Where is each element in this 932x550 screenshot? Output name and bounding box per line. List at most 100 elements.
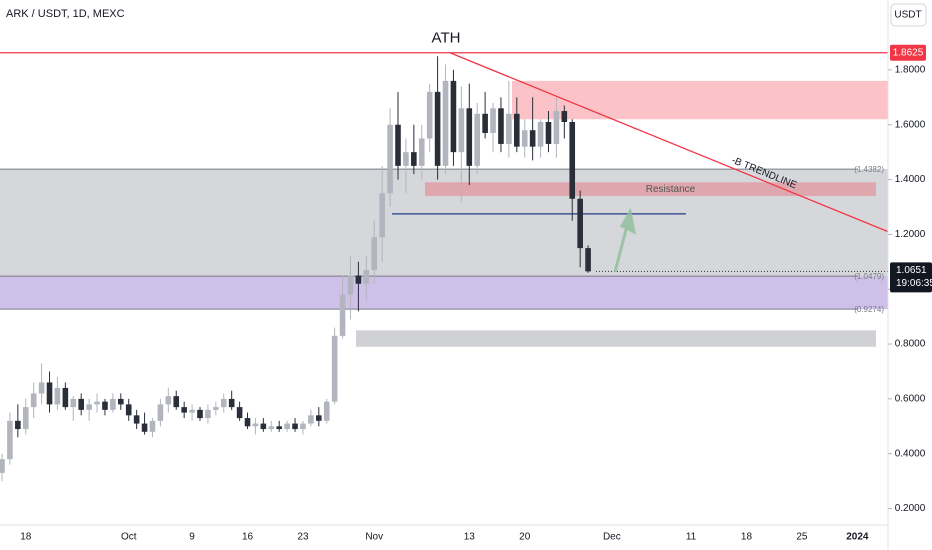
- candle-body: [514, 113, 520, 147]
- candle-body: [165, 396, 172, 405]
- candle-body: [387, 124, 393, 194]
- candle-body: [371, 237, 378, 271]
- candle-body: [46, 382, 53, 405]
- candle-body: [521, 130, 528, 147]
- y-tick-label: 0.8000: [895, 339, 926, 350]
- candle-body: [141, 423, 148, 432]
- candle-body: [70, 398, 77, 408]
- candle-body: [197, 409, 203, 419]
- x-tick-label: 18: [20, 532, 32, 543]
- candle-body: [490, 108, 496, 133]
- x-tick-label: 9: [189, 532, 195, 543]
- countdown: 19:06:35: [896, 278, 932, 289]
- candle-body: [300, 423, 306, 430]
- zone: [356, 330, 876, 347]
- candle-body: [363, 270, 370, 284]
- candle-body: [506, 113, 512, 144]
- currency-label[interactable]: USDT: [894, 10, 921, 21]
- candle-body: [466, 108, 473, 166]
- candle-body: [54, 387, 61, 405]
- candle-body: [569, 121, 576, 199]
- zone: [0, 276, 888, 310]
- candle-body: [133, 415, 140, 424]
- y-tick-label: 0.6000: [895, 394, 926, 405]
- candle-body: [102, 401, 108, 410]
- candle-body: [482, 113, 488, 133]
- candle-body: [220, 398, 227, 408]
- candle-body: [434, 91, 441, 166]
- ath-price-label: 1.8625: [893, 47, 924, 58]
- candle-body: [38, 382, 45, 394]
- candle-body: [331, 335, 338, 402]
- chart-title: ARK / USDT, 1D, MEXC: [6, 8, 125, 20]
- candle-body: [450, 80, 457, 153]
- candle-body: [411, 152, 417, 166]
- candle-body: [284, 423, 290, 430]
- candle-body: [94, 401, 100, 405]
- candle-body: [181, 407, 187, 413]
- candle-body: [244, 418, 251, 427]
- candle-body: [15, 420, 21, 430]
- candle-body: [308, 415, 314, 424]
- candle-body: [276, 426, 282, 430]
- y-tick-label: 1.2000: [895, 229, 926, 240]
- x-tick-label: 11: [686, 532, 697, 543]
- x-tick-label: Oct: [121, 532, 137, 543]
- zone: [512, 80, 888, 120]
- candle-body: [426, 91, 433, 139]
- candle-body: [442, 80, 449, 166]
- candle-body: [292, 423, 298, 430]
- candle-body: [537, 121, 544, 147]
- trendline: [449, 52, 889, 233]
- x-tick-label: 2024: [846, 532, 869, 543]
- candle-body: [355, 275, 362, 284]
- candle-body: [403, 152, 409, 166]
- x-tick-label: 23: [297, 532, 309, 543]
- arrow: [613, 207, 637, 273]
- candle-body: [7, 420, 13, 460]
- candle-body: [585, 248, 591, 272]
- candle-body: [62, 387, 69, 408]
- candle-body: [395, 124, 401, 166]
- candle-body: [323, 401, 330, 421]
- ath-price-tag: [890, 44, 926, 61]
- candle-body: [347, 275, 354, 295]
- candle-body: [339, 294, 346, 336]
- candle-body: [86, 404, 92, 410]
- candle-body: [252, 423, 259, 427]
- zone: [0, 169, 888, 277]
- x-tick-label: 20: [519, 532, 531, 543]
- candle-body: [110, 398, 116, 410]
- candle-body: [561, 111, 568, 122]
- last-price-label: 1.0651: [896, 265, 927, 276]
- zone: [425, 182, 876, 197]
- candle-body: [316, 415, 322, 421]
- candle-body: [553, 111, 560, 144]
- ath-label: ATH: [432, 30, 461, 47]
- y-tick-label: 1.8000: [895, 65, 926, 76]
- level-label: (0.9274): [854, 305, 884, 314]
- candle-body: [157, 404, 164, 421]
- candle-body: [173, 396, 180, 408]
- candle-body: [189, 409, 195, 413]
- x-tick-label: 18: [741, 532, 753, 543]
- candle-body: [228, 398, 235, 408]
- currency-button[interactable]: [890, 3, 927, 27]
- y-tick-label: 1.6000: [895, 119, 926, 130]
- level-label: (1.4382): [854, 165, 884, 174]
- candle-body: [260, 423, 267, 430]
- x-tick-label: 13: [464, 532, 476, 543]
- candle-body: [236, 407, 243, 419]
- candle-body: [529, 130, 536, 147]
- x-tick-label: Dec: [603, 532, 621, 543]
- candle-body: [498, 108, 504, 144]
- candle-body: [125, 404, 132, 416]
- candle-body: [22, 407, 29, 430]
- candle-body: [118, 398, 124, 405]
- candle-body: [149, 420, 156, 432]
- x-tick-label: 16: [242, 532, 254, 543]
- candle-body: [474, 113, 480, 166]
- candle-body: [418, 138, 425, 166]
